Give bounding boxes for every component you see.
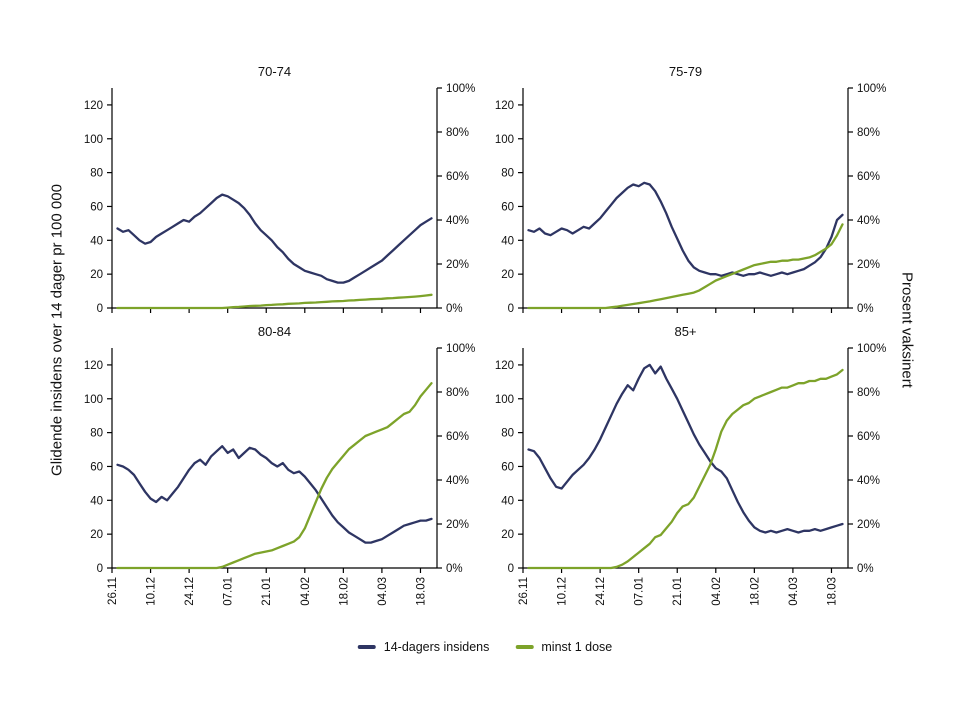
svg-text:80%: 80% xyxy=(857,127,880,139)
svg-text:04.03: 04.03 xyxy=(377,577,389,606)
svg-text:60: 60 xyxy=(90,201,103,213)
svg-text:24.12: 24.12 xyxy=(184,577,196,606)
left-axis-title: Glidende insidens over 14 dager pr 100 0… xyxy=(48,184,66,476)
svg-text:40: 40 xyxy=(90,235,103,247)
svg-text:100%: 100% xyxy=(446,343,475,355)
svg-text:04.03: 04.03 xyxy=(788,577,800,606)
svg-text:100%: 100% xyxy=(446,83,475,95)
svg-text:07.01: 07.01 xyxy=(634,577,646,606)
right-axis-title: Prosent vaksinert xyxy=(898,272,916,388)
svg-text:60%: 60% xyxy=(446,431,469,443)
svg-text:40%: 40% xyxy=(446,215,469,227)
svg-text:60%: 60% xyxy=(446,171,469,183)
svg-text:10.12: 10.12 xyxy=(146,577,158,606)
svg-text:04.02: 04.02 xyxy=(300,577,312,606)
svg-text:26.11: 26.11 xyxy=(107,577,119,605)
svg-text:10.12: 10.12 xyxy=(557,577,569,606)
svg-text:04.02: 04.02 xyxy=(711,577,723,606)
svg-text:60%: 60% xyxy=(857,431,880,443)
svg-text:60: 60 xyxy=(501,461,514,473)
svg-text:07.01: 07.01 xyxy=(223,577,235,606)
svg-text:120: 120 xyxy=(84,360,103,372)
svg-text:20%: 20% xyxy=(446,519,469,531)
svg-text:18.03: 18.03 xyxy=(826,577,838,606)
dose-line-swatch xyxy=(515,645,534,649)
svg-text:120: 120 xyxy=(84,100,103,112)
svg-text:100%: 100% xyxy=(857,343,886,355)
svg-text:40%: 40% xyxy=(857,475,880,487)
svg-text:20%: 20% xyxy=(857,259,880,271)
svg-text:40: 40 xyxy=(501,495,514,507)
svg-text:40: 40 xyxy=(90,495,103,507)
svg-text:0%: 0% xyxy=(857,303,874,315)
svg-text:0%: 0% xyxy=(446,303,463,315)
svg-text:100: 100 xyxy=(84,134,103,146)
svg-text:80%: 80% xyxy=(446,387,469,399)
svg-text:80: 80 xyxy=(501,428,514,440)
svg-text:20: 20 xyxy=(90,529,103,541)
svg-text:18.03: 18.03 xyxy=(415,577,427,606)
svg-text:60%: 60% xyxy=(857,171,880,183)
svg-text:26.11: 26.11 xyxy=(518,577,530,605)
svg-text:80: 80 xyxy=(501,168,514,180)
svg-text:60: 60 xyxy=(501,201,514,213)
svg-text:20: 20 xyxy=(90,269,103,281)
svg-text:0%: 0% xyxy=(857,563,874,575)
legend-item-dose: minst 1 dose xyxy=(515,640,612,654)
legend-label-incidence: 14-dagers insidens xyxy=(383,640,490,654)
svg-text:20: 20 xyxy=(501,269,514,281)
svg-text:21.01: 21.01 xyxy=(261,577,273,606)
svg-text:20%: 20% xyxy=(857,519,880,531)
svg-text:120: 120 xyxy=(495,360,514,372)
svg-text:18.02: 18.02 xyxy=(338,577,350,606)
svg-text:100: 100 xyxy=(84,394,103,406)
svg-text:80: 80 xyxy=(90,428,103,440)
svg-text:24.12: 24.12 xyxy=(595,577,607,606)
svg-text:80: 80 xyxy=(90,168,103,180)
svg-text:80%: 80% xyxy=(857,387,880,399)
legend-label-dose: minst 1 dose xyxy=(541,640,613,654)
svg-text:60: 60 xyxy=(90,461,103,473)
legend: 14-dagers insidens minst 1 dose xyxy=(357,640,612,654)
svg-text:120: 120 xyxy=(495,100,514,112)
svg-text:40%: 40% xyxy=(857,215,880,227)
svg-text:0: 0 xyxy=(508,563,514,575)
svg-text:20: 20 xyxy=(501,529,514,541)
svg-text:80%: 80% xyxy=(446,127,469,139)
incidence-line-swatch xyxy=(357,645,376,649)
svg-text:75-79: 75-79 xyxy=(669,64,702,79)
svg-text:70-74: 70-74 xyxy=(258,64,291,79)
svg-text:100: 100 xyxy=(495,394,514,406)
svg-text:21.01: 21.01 xyxy=(672,577,684,606)
svg-text:18.02: 18.02 xyxy=(749,577,761,606)
svg-text:80-84: 80-84 xyxy=(258,324,291,339)
svg-text:20%: 20% xyxy=(446,259,469,271)
legend-item-incidence: 14-dagers insidens xyxy=(357,640,490,654)
svg-text:85+: 85+ xyxy=(674,324,696,339)
svg-text:100%: 100% xyxy=(857,83,886,95)
svg-text:0: 0 xyxy=(508,303,514,315)
svg-text:40: 40 xyxy=(501,235,514,247)
svg-text:0: 0 xyxy=(97,563,103,575)
svg-text:100: 100 xyxy=(495,134,514,146)
svg-text:0: 0 xyxy=(97,303,103,315)
svg-text:40%: 40% xyxy=(446,475,469,487)
svg-text:0%: 0% xyxy=(446,563,463,575)
